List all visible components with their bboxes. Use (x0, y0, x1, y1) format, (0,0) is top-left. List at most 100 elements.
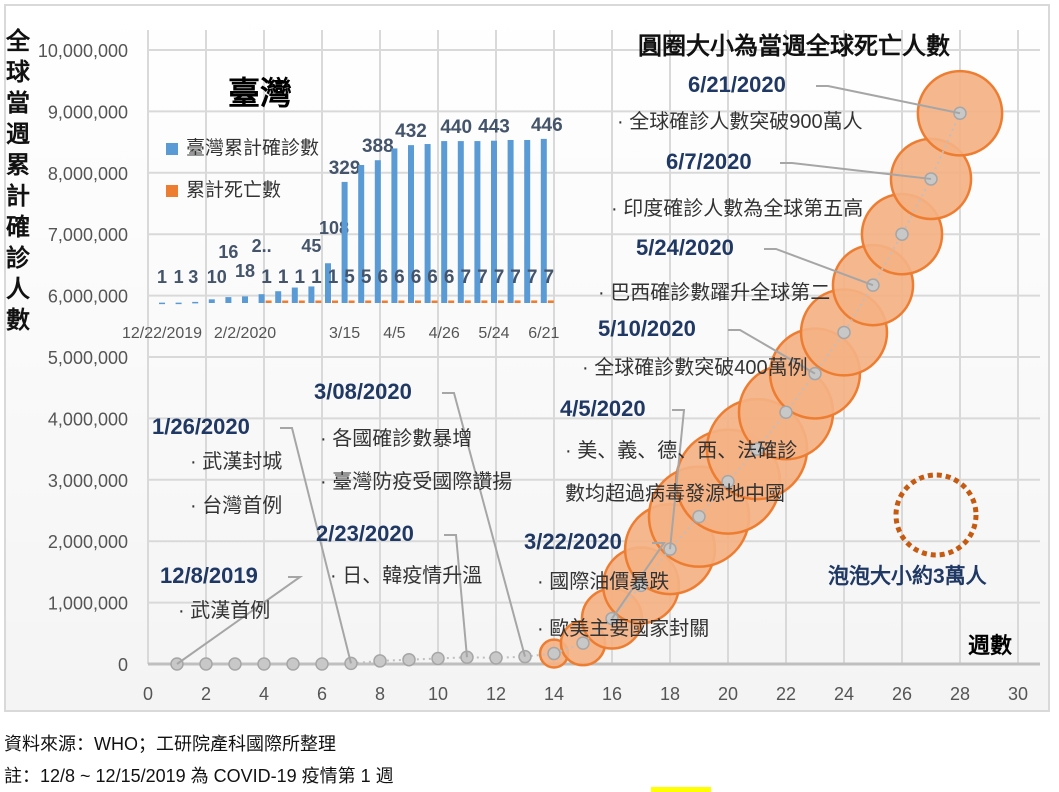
x-tick-label: 20 (718, 684, 738, 704)
legend-label: 累計死亡數 (186, 180, 282, 201)
data-point (721, 474, 735, 489)
annotation-date: 6/7/2020 (666, 149, 752, 174)
inset-data-label-deaths: 5 (344, 267, 355, 288)
inset-data-label-deaths: 1 (261, 267, 272, 288)
annotation-note: · 印度確診人數為全球第五高 (611, 198, 864, 220)
inset-x-tick-label: 2/2/2020 (214, 325, 276, 342)
inset-bar-deaths (282, 300, 289, 303)
inset-bar-confirmed (341, 181, 348, 303)
data-point (373, 654, 387, 668)
inset-bar-confirmed (474, 141, 481, 303)
inset-bar-confirmed (275, 291, 282, 303)
inset-bar-deaths (348, 300, 355, 303)
inset-bar-deaths (481, 300, 488, 303)
data-point (402, 652, 416, 667)
leader-line (611, 542, 666, 620)
inset-bar-confirmed (374, 160, 381, 303)
inset-data-label-deaths: 6 (411, 267, 422, 288)
legend-label: 臺灣累計確診數 (186, 138, 320, 159)
annotation-date: 4/5/2020 (560, 396, 646, 421)
inset-bar-deaths (531, 300, 538, 303)
x-tick-label: 18 (660, 684, 680, 704)
inset-bar-confirmed (524, 139, 531, 303)
inset-x-tick-label: 6/21 (528, 325, 559, 342)
data-point (837, 325, 851, 340)
annotation-date: 6/21/2020 (688, 72, 786, 97)
leader-line (444, 534, 468, 658)
inset-data-label-confirmed: 1 (174, 267, 184, 287)
inset-x-tick-label: 12/22/2019 (122, 325, 202, 342)
annotation-note: · 歐美主要國家封關 (537, 618, 710, 640)
inset-bar-deaths (514, 300, 521, 303)
annotation-note: · 國際油價暴跌 (537, 571, 670, 593)
inset-data-label-deaths: 1 (311, 267, 322, 288)
leader-line (780, 162, 932, 180)
inset-title: 臺灣 (228, 75, 293, 111)
legend-swatch (166, 184, 178, 197)
inset-data-label-confirmed: 45 (301, 236, 321, 256)
leader-line (669, 409, 686, 550)
leader-line (442, 392, 526, 657)
inset-data-label-confirmed: 440 (440, 117, 472, 138)
inset-bar-confirmed (540, 138, 547, 303)
inset-x-tick-label: 4/26 (429, 325, 460, 342)
x-tick-label: 8 (375, 684, 385, 704)
x-tick-label: 4 (259, 684, 269, 704)
y-tick-label: 10,000,000 (38, 41, 128, 61)
inset-data-label-confirmed: 432 (395, 121, 427, 142)
inset-data-label-deaths: 1 (295, 267, 306, 288)
x-tick-label: 6 (317, 684, 327, 704)
annotation-note: · 武漢首例 (178, 600, 271, 622)
x-tick-label: 12 (486, 684, 506, 704)
inset-data-label-deaths: 6 (444, 267, 455, 288)
data-point (692, 509, 706, 524)
data-point (286, 657, 300, 671)
y-tick-label: 9,000,000 (48, 102, 128, 122)
inset-data-label-confirmed: 10 (207, 267, 227, 287)
source-note: 資料來源：WHO；工研院產科國際所整理 (4, 734, 336, 754)
highlight-mark (651, 787, 711, 792)
inset-bar-deaths (415, 300, 421, 303)
annotation-note: 數均超過病毒發源地中國 (565, 483, 785, 505)
inset-data-label-confirmed: 388 (362, 136, 394, 157)
inset-x-tick-label: 4/5 (383, 325, 405, 342)
y-tick-label: 6,000,000 (48, 287, 128, 307)
annotation-note: · 全球確診人數突破900萬人 (617, 111, 863, 133)
leader-line (280, 427, 352, 664)
annotation-date: 3/22/2020 (524, 529, 622, 554)
x-tick-label: 2 (201, 684, 211, 704)
data-point (199, 657, 213, 671)
inset-data-label-deaths: 7 (544, 267, 555, 288)
leader-line (816, 85, 961, 115)
y-tick-label: 0 (118, 655, 128, 675)
inset-bar-confirmed (358, 165, 365, 303)
y-tick-label: 7,000,000 (48, 225, 128, 245)
inset-x-tick-label: 3/15 (329, 325, 360, 342)
inset-bar-confirmed (291, 287, 298, 303)
x-tick-label: 28 (950, 684, 970, 704)
y-axis-label: 全球當週累計確診人數 (6, 28, 30, 334)
x-axis-label: 週數 (968, 633, 1013, 658)
inset-bar-confirmed (408, 145, 414, 303)
inset-bar-confirmed (441, 141, 448, 303)
leader-line (176, 576, 304, 665)
inset-bar-deaths (381, 300, 388, 303)
annotation-note: · 美、義、德、西、法確診 (565, 440, 798, 462)
footnote: 註：12/8 ~ 12/15/2019 為 COVID-19 疫情第 1 週 (4, 766, 394, 786)
data-point (228, 657, 242, 671)
x-tick-label: 10 (428, 684, 448, 704)
inset-bar-deaths (398, 300, 405, 303)
inset-bar-deaths (315, 300, 322, 303)
inset-bar-confirmed (457, 141, 464, 303)
inset-bar-deaths (431, 300, 438, 303)
inset-data-label-deaths: 7 (494, 267, 505, 288)
annotation-note: · 台灣首例 (190, 495, 283, 517)
inset-bar-confirmed (225, 297, 232, 303)
data-point (779, 405, 793, 420)
inset-data-label-confirmed: 2.. (252, 236, 272, 256)
inset-data-label-deaths: 7 (461, 267, 472, 288)
y-tick-label: 1,000,000 (48, 594, 128, 614)
inset-data-label-confirmed: 3 (188, 267, 198, 287)
data-point (257, 657, 271, 671)
inset-bar-deaths (464, 300, 471, 303)
